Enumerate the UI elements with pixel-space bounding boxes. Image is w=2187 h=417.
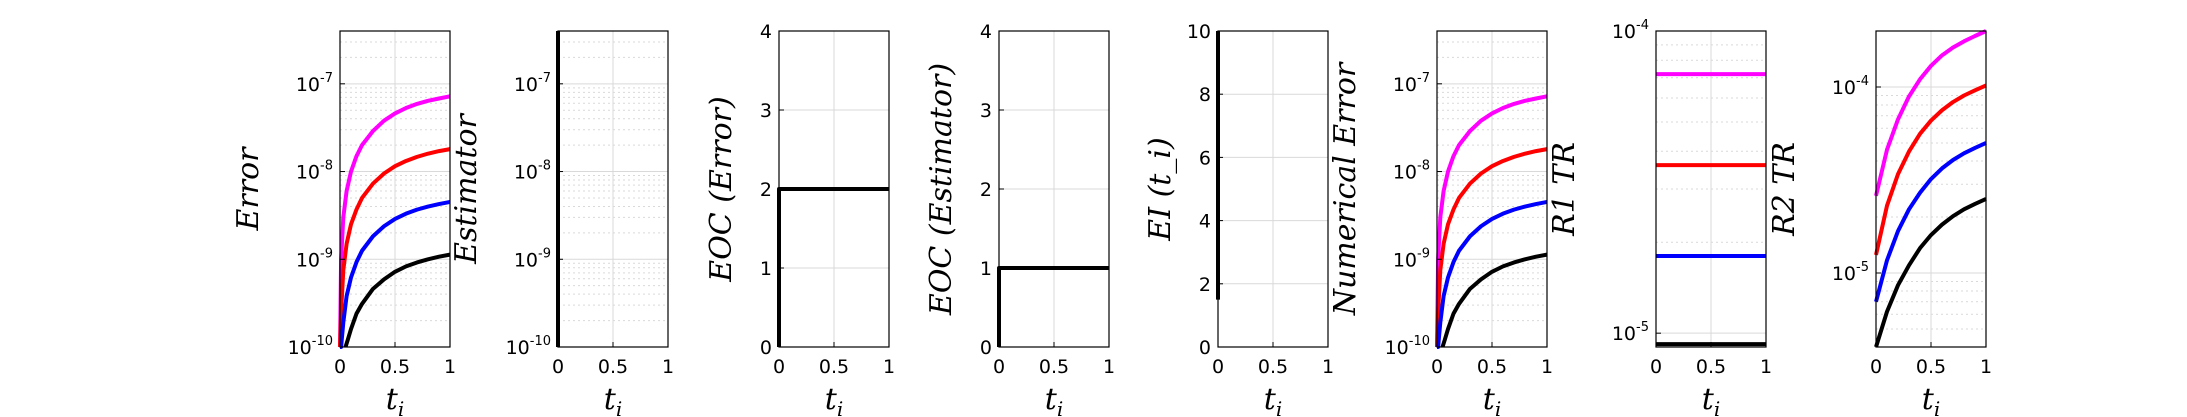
x-axis-label: ti xyxy=(386,382,404,417)
series-line-1 xyxy=(338,94,451,348)
y-tick-label: 10-8 xyxy=(296,159,333,184)
x-tick-label: 0 xyxy=(993,356,1005,378)
y-tick-label: 10-4 xyxy=(1832,74,1869,99)
x-tick-label: 0.5 xyxy=(1477,356,1507,378)
x-axis-label: ti xyxy=(1483,382,1501,417)
y-tick-label: 2 xyxy=(980,179,992,201)
y-tick-label: 0 xyxy=(760,337,772,359)
y-axis-label: R1 TR xyxy=(1547,142,1582,237)
x-tick-label: 0.5 xyxy=(380,356,410,378)
x-tick-label: 0 xyxy=(1650,356,1662,378)
x-tick-label: 1 xyxy=(1760,356,1772,378)
y-tick-label: 10-5 xyxy=(1832,260,1869,285)
chart-panel-6: 0 0.5 1 10-10 10-9 10-8 10-7 Numerical Error ti xyxy=(1328,30,1553,417)
x-axis-label: ti xyxy=(1702,382,1720,417)
y-tick-label: 4 xyxy=(980,21,992,43)
y-tick-label: 10-9 xyxy=(514,246,551,271)
y-tick-label: 10-7 xyxy=(514,71,551,96)
y-tick-label: 10-10 xyxy=(506,334,551,359)
y-axis-label: Error xyxy=(231,146,266,232)
y-axis-label: Estimator xyxy=(449,112,484,264)
series-line-1 xyxy=(1874,29,1987,197)
y-tick-label: 0 xyxy=(1199,337,1211,359)
x-axis-label: ti xyxy=(1922,382,1940,417)
x-tick-label: 1 xyxy=(883,356,895,378)
y-tick-label: 10-10 xyxy=(288,334,333,359)
chart-panel-1: 0 0.5 1 10-10 10-9 10-8 10-7 Error ti xyxy=(231,30,456,417)
y-axis-label: EI (t_i) xyxy=(1143,137,1178,241)
x-tick-label: 0.5 xyxy=(1039,356,1069,378)
x-tick-label: 1 xyxy=(444,356,456,378)
chart-panel-7: 0 0.5 1 10-5 10-4 R1 TR ti xyxy=(1547,18,1772,417)
x-tick-label: 0 xyxy=(1212,356,1224,378)
x-tick-label: 0.5 xyxy=(1916,356,1946,378)
y-tick-label: 2 xyxy=(760,179,772,201)
y-tick-label: 1 xyxy=(760,258,772,280)
y-tick-label: 10-9 xyxy=(296,246,333,271)
y-axis-label: EOC (Estimator) xyxy=(924,63,959,316)
x-tick-label: 1 xyxy=(1322,356,1334,378)
y-tick-label: 4 xyxy=(760,21,772,43)
y-tick-label: 2 xyxy=(1199,274,1211,296)
y-tick-label: 3 xyxy=(760,100,772,122)
y-axis-label: R2 TR xyxy=(1767,142,1802,237)
y-tick-label: 3 xyxy=(980,100,992,122)
series-line-3 xyxy=(1874,141,1987,303)
y-tick-label: 8 xyxy=(1199,84,1211,106)
x-tick-label: 1 xyxy=(1980,356,1992,378)
series-line-4 xyxy=(1874,197,1987,348)
x-axis-label: ti xyxy=(1045,382,1063,417)
x-tick-label: 0 xyxy=(773,356,785,378)
series-line-4 xyxy=(1440,252,1548,348)
y-tick-label: 10-7 xyxy=(296,71,333,96)
x-axis-label: ti xyxy=(825,382,843,417)
x-tick-label: 0.5 xyxy=(1696,356,1726,378)
chart-panel-4: 0 0.5 1 0 1 2 3 4 EOC (Estimator) ti xyxy=(924,21,1115,417)
series-line-4 xyxy=(343,252,451,348)
series-line-3 xyxy=(339,200,451,349)
x-tick-label: 1 xyxy=(662,356,674,378)
x-tick-label: 0 xyxy=(1431,356,1443,378)
x-tick-label: 1 xyxy=(1541,356,1553,378)
y-tick-label: 1 xyxy=(980,258,992,280)
y-axis-label: Numerical Error xyxy=(1328,61,1363,316)
x-tick-label: 1 xyxy=(1103,356,1115,378)
series-line-2 xyxy=(338,147,451,348)
y-tick-label: 0 xyxy=(980,337,992,359)
y-tick-label: 10-4 xyxy=(1612,18,1649,43)
series-line-2 xyxy=(1874,83,1987,256)
chart-panel-3: 0 0.5 1 0 1 2 3 4 EOC (Error) ti xyxy=(704,21,895,417)
y-tick-label: 10-7 xyxy=(1393,71,1430,96)
y-tick-label: 10-5 xyxy=(1612,320,1649,345)
x-tick-label: 0 xyxy=(552,356,564,378)
x-tick-label: 0.5 xyxy=(819,356,849,378)
chart-panel-2: 0 0.5 1 10-10 10-9 10-8 10-7 Estimator ti xyxy=(449,30,674,417)
series-line-1 xyxy=(1435,94,1548,348)
x-tick-label: 0.5 xyxy=(598,356,628,378)
series-line-3 xyxy=(1436,200,1548,349)
x-tick-label: 0 xyxy=(334,356,346,378)
y-tick-label: 4 xyxy=(1199,211,1211,233)
y-tick-label: 10-8 xyxy=(1393,159,1430,184)
x-axis-label: ti xyxy=(1264,382,1282,417)
y-tick-label: 10-8 xyxy=(514,159,551,184)
y-tick-label: 10 xyxy=(1187,21,1211,43)
chart-panel-8: 0 0.5 1 10-5 10-4 R2 TR ti xyxy=(1767,29,1992,417)
x-axis-label: ti xyxy=(604,382,622,417)
series-line-2 xyxy=(1435,147,1548,348)
y-tick-label: 10-9 xyxy=(1393,246,1430,271)
x-tick-label: 0.5 xyxy=(1258,356,1288,378)
y-axis-label: EOC (Error) xyxy=(704,96,739,282)
x-tick-label: 0 xyxy=(1870,356,1882,378)
y-tick-label: 6 xyxy=(1199,147,1211,169)
y-tick-label: 10-10 xyxy=(1385,334,1430,359)
